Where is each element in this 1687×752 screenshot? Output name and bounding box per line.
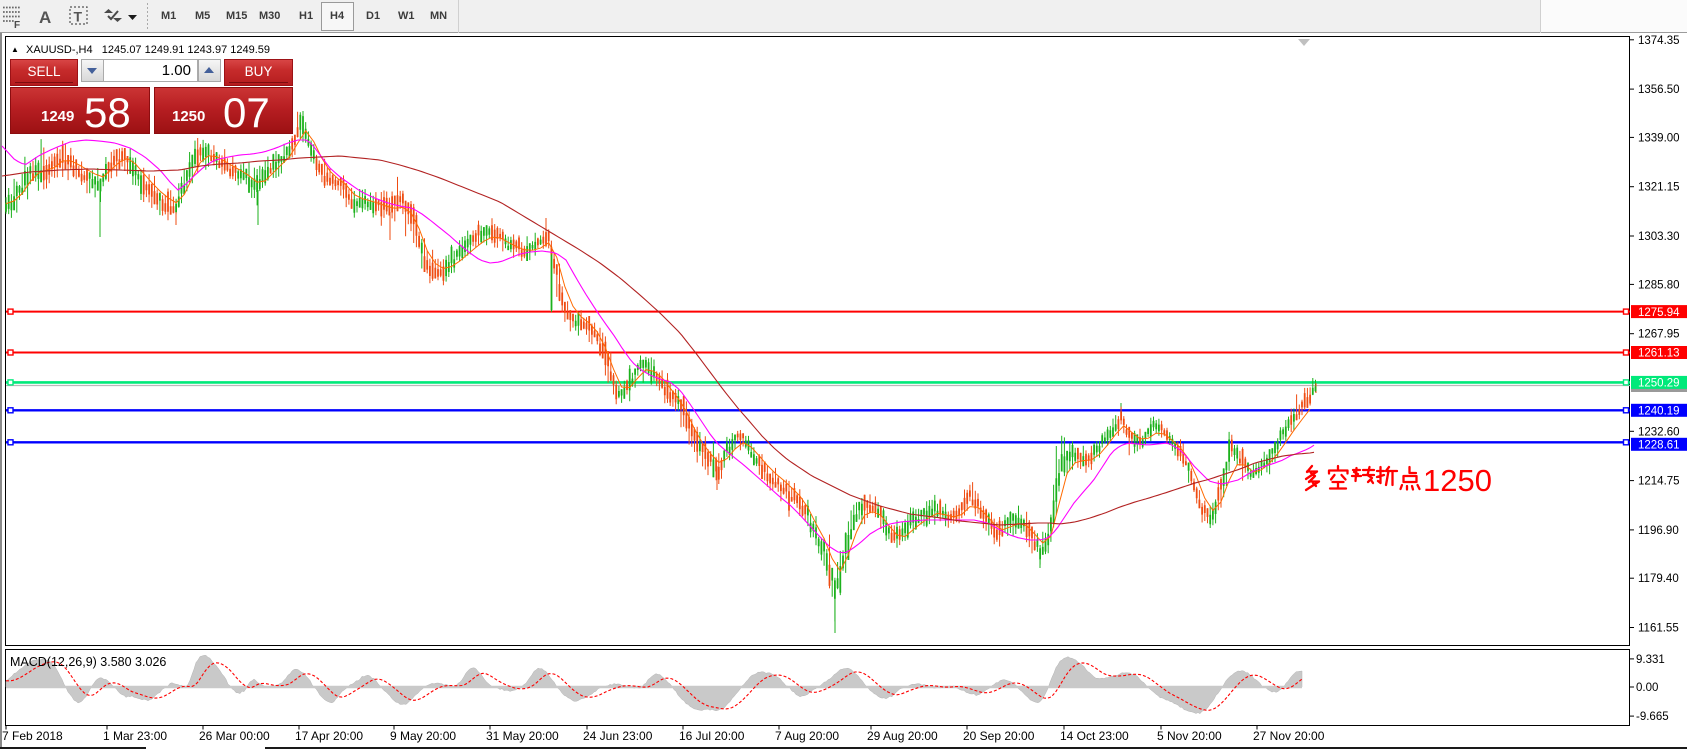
svg-text:5 Nov 20:00: 5 Nov 20:00: [1157, 729, 1222, 743]
svg-text:1179.40: 1179.40: [1638, 573, 1679, 585]
svg-text:T: T: [74, 9, 83, 25]
svg-text:1339.00: 1339.00: [1638, 132, 1680, 144]
svg-text:A: A: [39, 8, 51, 27]
svg-text:1356.50: 1356.50: [1638, 84, 1680, 96]
svg-text:-9.665: -9.665: [1636, 711, 1669, 723]
svg-text:24 Jun 23:00: 24 Jun 23:00: [583, 729, 653, 743]
svg-text:1303.30: 1303.30: [1638, 231, 1680, 243]
svg-text:0.00: 0.00: [1636, 682, 1658, 694]
svg-text:1228.61: 1228.61: [1638, 440, 1680, 452]
svg-text:29 Aug 20:00: 29 Aug 20:00: [867, 729, 938, 743]
svg-text:1261.13: 1261.13: [1638, 348, 1680, 360]
svg-text:1232.60: 1232.60: [1638, 426, 1680, 438]
svg-text:26 Mar 00:00: 26 Mar 00:00: [199, 729, 270, 743]
svg-text:9 May 20:00: 9 May 20:00: [390, 729, 456, 743]
svg-text:16 Jul 20:00: 16 Jul 20:00: [679, 729, 745, 743]
svg-text:1214.75: 1214.75: [1638, 476, 1680, 488]
svg-text:1161.55: 1161.55: [1638, 623, 1679, 635]
svg-text:7 Feb 2018: 7 Feb 2018: [2, 729, 63, 743]
svg-text:20 Sep 20:00: 20 Sep 20:00: [963, 729, 1035, 743]
svg-text:MACD(12,26,9) 3.580 3.026: MACD(12,26,9) 3.580 3.026: [10, 655, 166, 669]
svg-text:1285.80: 1285.80: [1638, 279, 1680, 291]
svg-text:F: F: [14, 20, 20, 31]
svg-text:1250.29: 1250.29: [1638, 378, 1680, 390]
svg-text:1321.15: 1321.15: [1638, 182, 1680, 194]
svg-text:27 Nov 20:00: 27 Nov 20:00: [1253, 729, 1325, 743]
svg-text:1374.35: 1374.35: [1638, 35, 1680, 47]
svg-text:1196.90: 1196.90: [1638, 525, 1679, 537]
svg-text:1 Mar 23:00: 1 Mar 23:00: [103, 729, 167, 743]
svg-text:1275.94: 1275.94: [1638, 307, 1680, 319]
svg-text:31 May 20:00: 31 May 20:00: [486, 729, 559, 743]
svg-text:14 Oct 23:00: 14 Oct 23:00: [1060, 729, 1129, 743]
svg-text:1240.19: 1240.19: [1638, 406, 1680, 418]
svg-text:1267.95: 1267.95: [1638, 329, 1680, 341]
svg-text:7 Aug 20:00: 7 Aug 20:00: [775, 729, 839, 743]
svg-text:9.331: 9.331: [1636, 654, 1665, 666]
svg-text:1250: 1250: [1423, 463, 1492, 498]
svg-text:17 Apr 20:00: 17 Apr 20:00: [295, 729, 363, 743]
